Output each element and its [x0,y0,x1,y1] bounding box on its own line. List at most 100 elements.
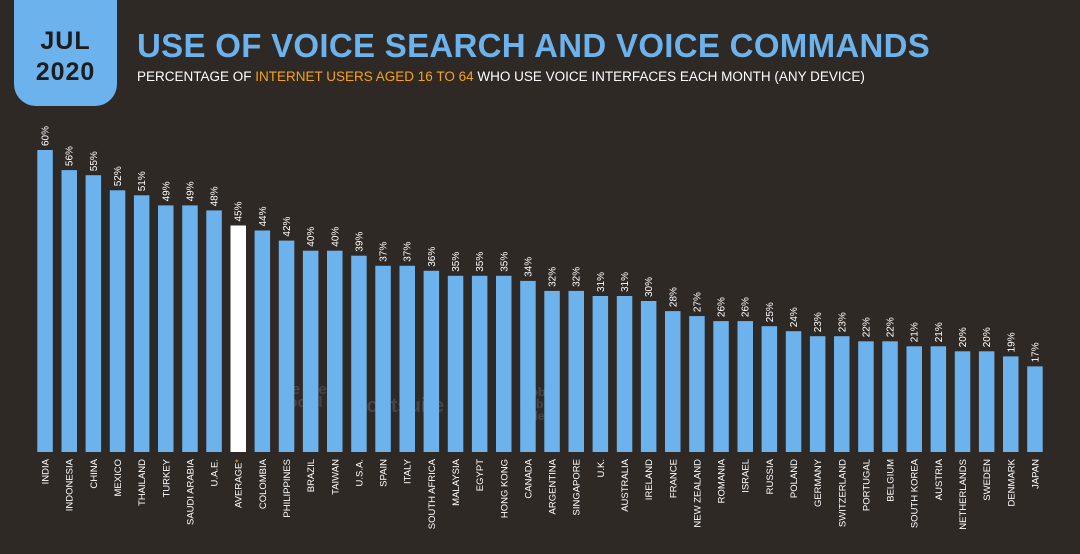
value-label-portugal: 22% [861,317,872,337]
value-label-argentina: 32% [548,267,559,287]
bar-italy [399,265,415,452]
value-label-indonesia: 56% [65,146,76,166]
category-label-argentina: ARGENTINA [548,458,559,514]
value-label-china: 55% [89,151,100,171]
subtitle-highlight: INTERNET USERS AGED 16 TO 64 [255,69,474,84]
bar-spain [375,265,391,452]
category-label-malaysia: MALAYSIA [451,458,462,505]
bar-mexico [109,190,126,453]
bar-turkey [158,205,174,452]
value-label-canada: 34% [523,257,534,277]
value-label-singapore: 32% [572,267,583,287]
value-label-u-k: 31% [596,272,607,292]
value-label-saudi-arabia: 49% [185,181,196,201]
category-label-france: FRANCE [668,459,679,498]
category-label-austria: AUSTRIA [934,458,945,500]
bar-saudi-arabia [182,205,198,452]
value-label-taiwan: 40% [330,227,341,247]
bar-hong-kong [496,275,512,452]
bar-ireland [640,301,657,452]
value-label-india: 60% [41,126,52,146]
value-label-malaysia: 35% [451,252,462,272]
category-label-hong-kong: HONG KONG [499,459,510,518]
category-label-south-africa: SOUTH AFRICA [427,458,438,529]
category-label-singapore: SINGAPORE [572,459,583,516]
value-label-denmark: 19% [1006,332,1017,352]
category-label-spain: SPAIN [379,459,390,487]
bar-canada [520,280,536,452]
category-label-mexico: MEXICO [113,459,124,496]
value-label-australia: 31% [620,272,631,292]
bar-india [37,150,53,452]
category-label-ireland: IRELAND [644,459,655,500]
bar-indonesia [61,170,77,452]
category-label-india: INDIA [41,458,52,484]
value-label-hong-kong: 35% [499,252,510,272]
value-label-romania: 26% [717,297,728,317]
bar-sweden [978,351,995,452]
value-label-south-africa: 36% [427,247,438,267]
bar-japan [1027,366,1043,452]
value-label-russia: 25% [765,302,776,322]
category-label-philippines: PHILIPPINES [282,459,293,518]
value-label-average: 45% [234,201,245,221]
bar-south-korea [906,346,922,452]
bar-u-a-e [206,210,222,452]
value-label-philippines: 42% [282,216,293,236]
category-label-u-s-a: U.S.A. [354,459,365,486]
subtitle-suffix: WHO USE VOICE INTERFACES EACH MONTH (ANY… [473,69,865,84]
bar-romania [713,321,729,452]
bar-austria [930,346,947,452]
bar-u-k [592,296,609,452]
badge-year: 2020 [35,58,96,86]
category-label-denmark: DENMARK [1006,458,1017,506]
category-label-turkey: TURKEY [161,458,172,497]
category-label-china: CHINA [89,458,100,488]
category-label-romania: ROMANIA [717,458,728,503]
value-label-belgium: 22% [886,317,897,337]
value-label-mexico: 52% [113,166,124,186]
category-label-thailand: THAILAND [137,459,148,506]
value-label-israel: 26% [741,297,752,317]
category-label-south-korea: SOUTH KOREA [910,458,921,528]
value-label-sweden: 20% [982,327,993,347]
value-label-u-s-a: 39% [354,232,365,252]
category-label-belgium: BELGIUM [886,459,897,502]
category-label-u-k: U.K. [596,459,607,477]
category-label-brazil: BRAZIL [306,459,317,492]
value-label-south-korea: 21% [910,322,921,342]
bar-switzerland [834,336,850,452]
bar-france [665,311,681,452]
bar-colombia [254,230,271,452]
category-label-switzerland: SWITZERLAND [837,459,848,527]
value-label-egypt: 35% [475,252,486,272]
value-label-turkey: 49% [161,181,172,201]
chart-subtitle: PERCENTAGE OF INTERNET USERS AGED 16 TO … [137,69,865,84]
category-label-portugal: PORTUGAL [861,459,872,511]
bar-australia [616,296,633,452]
value-label-france: 28% [668,287,679,307]
value-label-new-zealand: 27% [692,292,703,312]
value-label-colombia: 44% [258,206,269,226]
bar-belgium [882,341,898,452]
bar-u-s-a [351,255,367,452]
chart-title: USE OF VOICE SEARCH AND VOICE COMMANDS [137,27,931,64]
value-label-brazil: 40% [306,227,317,247]
bar-russia [761,326,778,452]
bar-thailand [133,195,150,453]
bar-denmark [1003,356,1019,452]
value-label-spain: 37% [379,242,390,262]
bar-average [230,225,246,452]
category-label-japan: JAPAN [1030,459,1041,489]
category-label-indonesia: INDONESIA [65,458,76,511]
category-label-israel: ISRAEL [741,459,752,493]
category-label-new-zealand: NEW ZEALAND [692,459,703,528]
value-label-japan: 17% [1030,342,1041,362]
bar-argentina [544,290,560,452]
category-label-canada: CANADA [523,458,534,498]
category-label-sweden: SWEDEN [982,459,993,501]
value-label-germany: 23% [813,312,824,332]
category-label-australia: AUSTRALIA [620,458,631,511]
bar-netherlands [954,351,971,452]
category-label-u-a-e: U.A.E. [210,459,221,486]
